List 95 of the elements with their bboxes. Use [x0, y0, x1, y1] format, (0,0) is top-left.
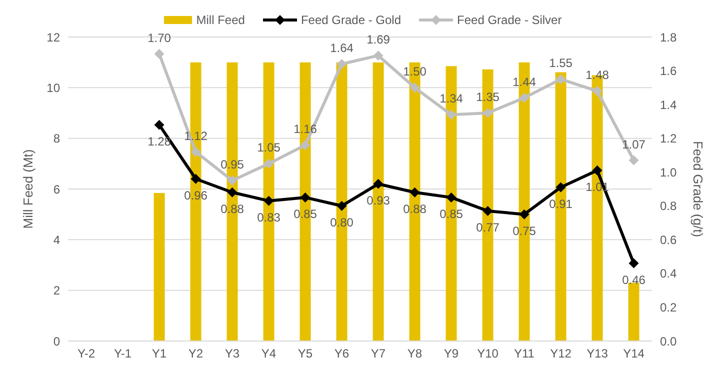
y-tick-label: 12 [46, 30, 60, 44]
point [556, 74, 566, 84]
bar [628, 282, 640, 341]
data-label: 1.69 [366, 32, 390, 47]
data-label: 0.91 [549, 196, 573, 211]
point [410, 187, 420, 198]
x-tick-label: Y3 [224, 346, 240, 361]
point [227, 176, 238, 186]
point [336, 59, 347, 70]
y2-axis-title: Feed Grade (g/t) [690, 140, 706, 238]
point [373, 50, 384, 61]
x-tick-label: Y13 [586, 346, 608, 361]
data-label: 1.07 [622, 137, 646, 152]
x-tick-label: Y5 [298, 346, 313, 361]
y2-tick-label: 0.8 [660, 199, 678, 214]
data-label: 1.64 [330, 41, 354, 56]
data-label: 1.70 [148, 30, 172, 45]
y-tick-label: 0 [53, 334, 60, 348]
point [154, 48, 164, 59]
legend-label: Feed Grade - Silver [456, 13, 562, 27]
point [264, 158, 274, 169]
point [227, 187, 238, 198]
data-label: 0.46 [622, 272, 646, 287]
data-label: 1.01 [586, 180, 610, 194]
x-tick-label: Y-2 [77, 346, 96, 361]
data-label: 0.88 [403, 202, 427, 216]
data-label: 1.35 [476, 90, 500, 104]
point [336, 200, 347, 211]
point [300, 192, 310, 202]
y2-tick-label: 1.8 [660, 30, 678, 44]
data-label: 0.77 [476, 220, 500, 234]
legend-label: Mill Feed [195, 13, 245, 27]
y2-tick-label: 1.4 [660, 98, 678, 112]
y2-tick-label: 0.6 [660, 232, 678, 247]
point [592, 86, 602, 96]
point [556, 182, 566, 192]
y-tick-label: 10 [46, 80, 60, 95]
data-label: 0.93 [366, 193, 390, 208]
data-label: 0.85 [294, 206, 318, 221]
y-axis-title: Mill Feed (Mt) [20, 149, 36, 229]
data-label: 1.16 [294, 122, 318, 136]
data-label: 0.83 [257, 210, 281, 224]
y2-tick-label: 1.0 [660, 165, 678, 180]
data-label: 1.34 [440, 92, 464, 106]
x-tick-label: Y8 [407, 346, 422, 361]
point [446, 110, 456, 120]
data-label: 0.88 [220, 202, 244, 216]
y2-tick-label: 1.6 [660, 64, 678, 78]
x-tick-label: Y9 [444, 346, 459, 361]
point [190, 174, 201, 184]
data-label: 1.28 [148, 134, 172, 148]
data-label: 0.75 [512, 224, 536, 238]
y-tick-label: 6 [53, 182, 60, 196]
y-tick-label: 8 [53, 132, 60, 146]
x-tick-label: Y1 [152, 346, 167, 361]
x-tick-label: Y12 [550, 346, 572, 361]
y2-tick-label: 1.2 [660, 132, 678, 146]
point [264, 196, 274, 206]
x-tick-label: Y10 [477, 346, 499, 361]
data-label: 1.44 [512, 74, 536, 89]
x-tick-label: Y-1 [114, 346, 132, 361]
data-label: 0.80 [330, 215, 354, 230]
y-tick-label: 2 [53, 284, 60, 298]
data-label: 1.48 [586, 68, 610, 82]
point [482, 206, 493, 216]
point [410, 82, 420, 93]
point [628, 258, 639, 268]
data-label: 1.05 [257, 140, 281, 155]
point [592, 165, 602, 176]
x-tick-label: Y14 [623, 346, 645, 361]
point [190, 146, 201, 157]
x-tick-label: Y7 [370, 346, 386, 361]
point [628, 155, 639, 166]
y2-tick-label: 0.2 [660, 300, 678, 314]
point [446, 192, 456, 202]
data-label: 0.95 [220, 158, 244, 172]
data-label: 1.55 [549, 56, 573, 70]
x-tick-label: Y11 [514, 346, 535, 361]
y2-tick-label: 0.4 [660, 266, 678, 281]
point [482, 108, 493, 118]
bar [154, 193, 165, 341]
y2-tick-label: 0.0 [660, 334, 678, 348]
data-label: 0.85 [440, 206, 464, 221]
point [519, 92, 530, 103]
x-tick-label: Y6 [334, 346, 350, 361]
data-label: 0.96 [184, 188, 208, 202]
point [519, 209, 530, 220]
x-tick-label: Y2 [188, 346, 204, 361]
point [300, 140, 310, 150]
y-tick-label: 4 [53, 232, 60, 247]
data-label: 1.50 [403, 64, 427, 79]
point [373, 178, 384, 189]
legend-label: Feed Grade - Gold [300, 13, 402, 27]
point [154, 120, 164, 130]
x-tick-label: Y4 [261, 346, 276, 361]
